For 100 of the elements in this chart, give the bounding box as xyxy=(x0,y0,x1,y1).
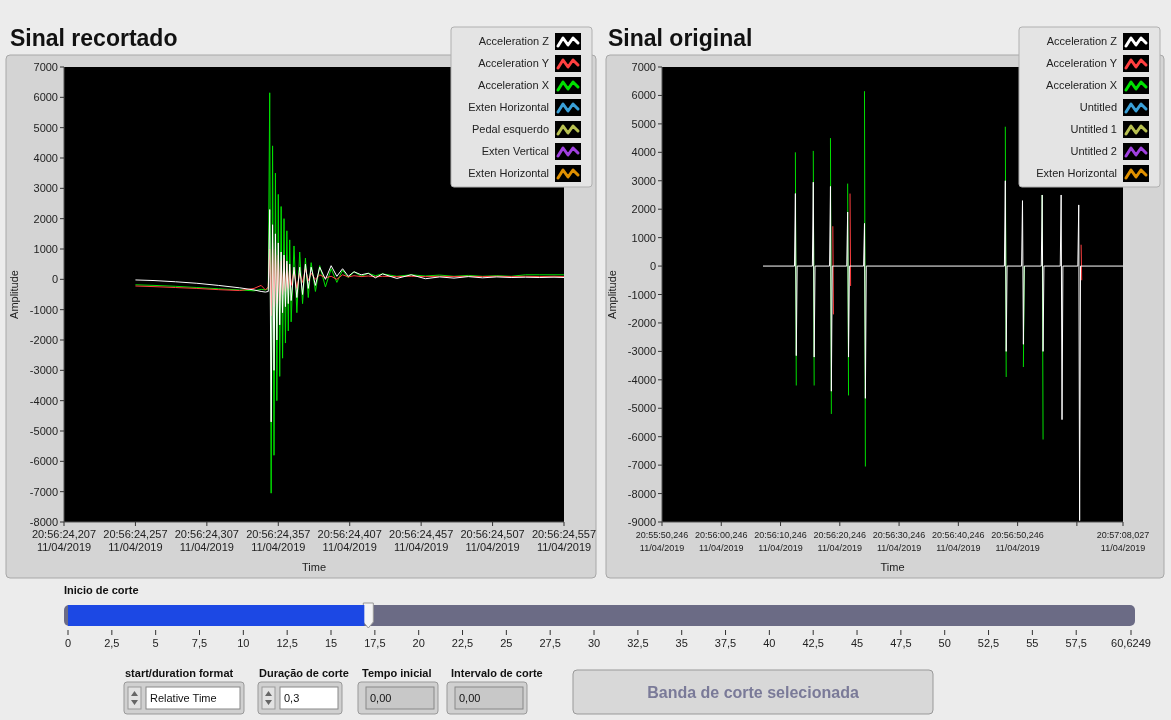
legend-label: Acceleration Z xyxy=(1046,35,1118,47)
y-tick-label: -1000 xyxy=(29,303,58,316)
text: 0,00 xyxy=(370,692,392,704)
x-tick-label: 20:56:00,246 11/04/2019 xyxy=(694,530,748,553)
y-tick-label: -5000 xyxy=(627,402,656,415)
y-tick-label: 2000 xyxy=(33,212,58,225)
y-tick-label: 5000 xyxy=(631,117,656,130)
x-tick-label: 42,5 xyxy=(802,637,824,649)
x-tick-label: 20:56:24,257 11/04/2019 xyxy=(103,528,168,553)
legend-label: Exten Horizontal xyxy=(468,167,549,179)
chart-title: Inicio de corte xyxy=(64,584,139,596)
y-tick-label: -8000 xyxy=(29,516,58,528)
legend-label: Untitled xyxy=(1079,101,1117,113)
y-tick-label: 0 xyxy=(51,273,58,286)
legend-label: Pedal esquerdo xyxy=(471,123,549,135)
x-tick-label: 20:56:24,457 11/04/2019 xyxy=(389,528,454,553)
x-tick-label: 20:56:30,246 11/04/2019 xyxy=(872,530,926,553)
y-tick-label: -2000 xyxy=(627,316,656,329)
y-tick-label: 6000 xyxy=(33,91,58,104)
x-tick-label: 22,5 xyxy=(451,637,474,649)
text: 0,00 xyxy=(459,692,481,704)
y-tick-label: -7000 xyxy=(29,485,58,498)
x-tick-label: 0 xyxy=(64,637,72,649)
x-tick-label: 2,5 xyxy=(104,637,120,649)
y-axis-title: Amplitude xyxy=(8,270,20,319)
y-tick-label: 5000 xyxy=(33,121,58,134)
x-tick-label: 57,5 xyxy=(1065,637,1087,649)
y-tick-label: -8000 xyxy=(627,487,656,500)
y-tick-label: 4000 xyxy=(631,146,656,159)
text: Duração de corte xyxy=(259,667,349,679)
y-tick-label: -7000 xyxy=(627,459,656,472)
y-tick-label: -6000 xyxy=(627,430,656,443)
x-tick-label: 55 xyxy=(1026,637,1039,649)
x-tick-label: 35 xyxy=(675,637,688,649)
legend-label: Exten Horizontal xyxy=(1036,167,1117,179)
legend-label: Untitled 1 xyxy=(1070,123,1117,135)
x-tick-label: 20:56:40,246 11/04/2019 xyxy=(932,530,985,553)
x-tick-label: 20:56:10,246 11/04/2019 xyxy=(754,530,807,553)
y-tick-label: 2000 xyxy=(631,203,656,216)
y-tick-label: 7000 xyxy=(33,61,58,73)
text: Tempo inicial xyxy=(362,667,432,679)
y-tick-label: -5000 xyxy=(29,425,58,437)
x-tick-label: 20:56:24,507 11/04/2019 xyxy=(460,528,525,553)
legend-label: Acceleration X xyxy=(1046,79,1118,91)
legend-label: Exten Horizontal xyxy=(468,101,549,113)
x-tick-label: 20:56:24,407 11/04/2019 xyxy=(317,528,382,553)
x-tick-label: 20 xyxy=(412,637,425,649)
x-tick-label: 15 xyxy=(324,637,338,649)
x-tick-label: 40 xyxy=(763,637,776,649)
x-tick-label: 20:56:50,246 11/04/2019 xyxy=(991,530,1044,553)
x-tick-label: 52,5 xyxy=(977,637,1000,649)
legend-label: Acceleration X xyxy=(478,79,550,91)
y-tick-label: 1000 xyxy=(33,243,58,255)
x-tick-label: 47,5 xyxy=(890,637,912,649)
legend-label: Exten Vertical xyxy=(481,145,549,157)
x-axis-title: Time xyxy=(880,561,905,573)
y-tick-label: 4000 xyxy=(33,152,58,164)
x-tick-label: 7,5 xyxy=(191,637,208,649)
y-tick-label: 6000 xyxy=(631,89,656,102)
y-tick-label: -3000 xyxy=(29,364,58,377)
y-tick-label: 0 xyxy=(649,260,656,273)
x-tick-label: 32,5 xyxy=(627,637,649,649)
x-axis-title: Time xyxy=(301,561,327,573)
x-tick-label: 12,5 xyxy=(276,637,298,649)
x-tick-label: 20:56:24,557 11/04/2019 xyxy=(531,528,597,553)
text: start/duration format xyxy=(125,667,234,679)
chart-title: Sinal original xyxy=(608,25,753,51)
x-tick-label: 50 xyxy=(938,637,951,649)
x-tick-label: 37,5 xyxy=(714,637,737,649)
x-tick-label: 25 xyxy=(500,637,513,649)
y-tick-label: -9000 xyxy=(627,516,656,528)
legend-label: Untitled 2 xyxy=(1070,145,1117,157)
y-tick-label: 1000 xyxy=(631,231,656,244)
text: 0,3 xyxy=(284,692,300,704)
legend-label: Acceleration Z xyxy=(478,35,550,47)
y-tick-label: -3000 xyxy=(627,345,656,358)
legend-label: Acceleration Y xyxy=(1046,57,1118,69)
x-tick-label: 45 xyxy=(850,637,864,649)
legend-label: Acceleration Y xyxy=(478,57,550,69)
x-tick-label: 10 xyxy=(237,637,250,649)
y-tick-label: 3000 xyxy=(33,182,58,195)
y-tick-label: -4000 xyxy=(29,394,58,407)
x-tick-label: 5 xyxy=(152,637,159,649)
x-tick-label: 30 xyxy=(587,637,601,649)
chart-title: Sinal recortado xyxy=(10,25,178,51)
x-tick-label: 60,6249 xyxy=(1111,637,1151,649)
x-tick-label: 20:57:08,027 11/04/2019 xyxy=(1096,530,1150,553)
y-tick-label: 3000 xyxy=(631,174,656,187)
x-tick-label: 20:55:50,246 11/04/2019 xyxy=(635,530,689,553)
text: Relative Time xyxy=(150,692,217,704)
y-axis-title: Amplitude xyxy=(606,270,618,319)
x-tick-label: 20:56:24,307 11/04/2019 xyxy=(174,528,239,553)
y-tick-label: -2000 xyxy=(29,334,58,346)
text: Intervalo de corte xyxy=(451,667,543,679)
y-tick-label: -6000 xyxy=(29,455,58,468)
x-tick-label: 20:56:20,246 11/04/2019 xyxy=(813,530,867,553)
x-tick-label: 27,5 xyxy=(539,637,561,649)
x-tick-label: 17,5 xyxy=(364,637,386,649)
y-tick-label: -1000 xyxy=(627,288,656,301)
y-tick-label: 7000 xyxy=(631,61,656,73)
